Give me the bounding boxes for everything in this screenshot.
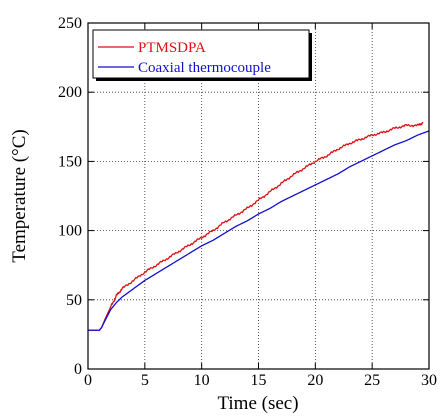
- ticks: [87, 22, 430, 370]
- y-tick-label: 200: [58, 84, 82, 101]
- x-tick-labels: 0 5 10 15 20 25 30: [84, 372, 437, 389]
- y-tick-label: 250: [58, 15, 82, 32]
- x-tick-label: 15: [251, 372, 267, 389]
- x-axis-title: Time (sec): [217, 393, 298, 414]
- y-tick-label: 100: [58, 223, 82, 240]
- x-tick-label: 20: [307, 372, 323, 389]
- x-tick-label: 30: [421, 372, 437, 389]
- y-tick-label: 150: [58, 153, 82, 170]
- series-group: [88, 121, 430, 331]
- y-axis-title: Temperature (°C): [9, 129, 30, 262]
- legend-label-coaxial: Coaxial thermocouple: [138, 60, 271, 76]
- x-tick-label: 10: [194, 372, 210, 389]
- y-tick-label: 50: [66, 292, 82, 309]
- y-tick-labels: 0 50 100 150 200 250: [58, 15, 82, 378]
- series-line-1: [88, 130, 430, 331]
- legend-label-ptmsdpa: PTMSDPA: [138, 40, 206, 56]
- legend: PTMSDPA Coaxial thermocouple: [92, 29, 312, 81]
- legend-box: [92, 29, 310, 79]
- x-tick-label: 25: [364, 372, 380, 389]
- y-tick-label: 0: [74, 361, 82, 378]
- series-line-0: [88, 121, 424, 331]
- x-tick-label: 5: [141, 372, 149, 389]
- x-tick-label: 0: [84, 372, 92, 389]
